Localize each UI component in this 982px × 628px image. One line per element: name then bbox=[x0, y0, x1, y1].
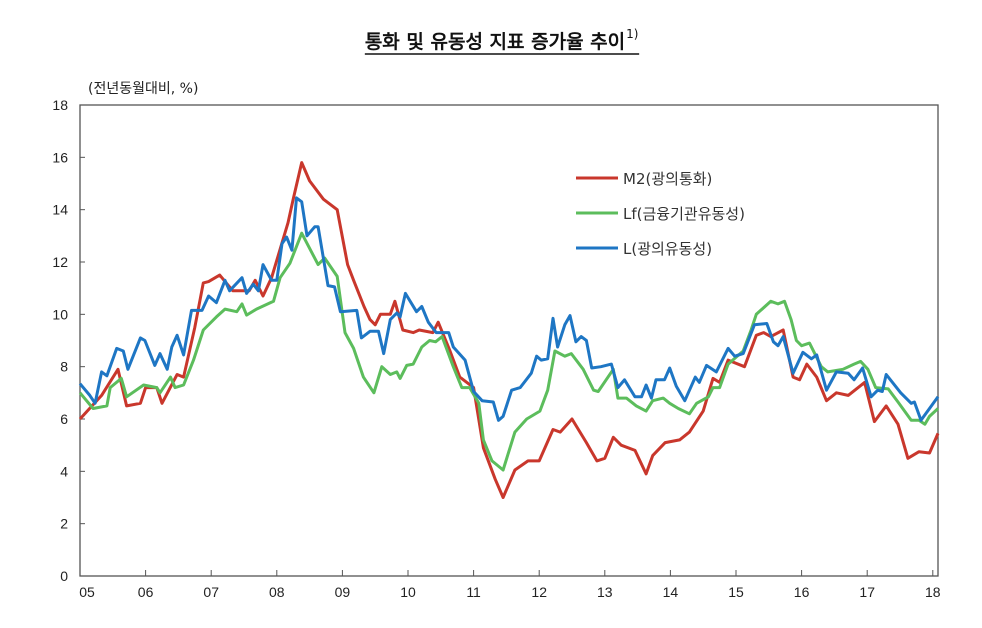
series-line-0 bbox=[78, 161, 940, 499]
x-tick-label: 13 bbox=[597, 584, 613, 600]
x-tick-label: 18 bbox=[925, 584, 941, 600]
x-tick-label: 12 bbox=[531, 584, 547, 600]
series-line-2 bbox=[78, 196, 940, 422]
y-tick-label: 18 bbox=[52, 97, 68, 113]
y-axis-unit-label: (전년동월대비, %) bbox=[88, 81, 198, 97]
y-tick-label: 0 bbox=[60, 568, 68, 584]
legend-item: M2(광의통화) bbox=[576, 170, 712, 188]
legend-label: M2(광의통화) bbox=[623, 170, 712, 188]
x-tick-label: 05 bbox=[79, 584, 95, 600]
y-tick-label: 10 bbox=[52, 306, 68, 322]
x-tick-label: 09 bbox=[335, 584, 351, 600]
x-tick-label: 17 bbox=[859, 584, 875, 600]
series-lines bbox=[78, 161, 940, 499]
x-tick-label: 07 bbox=[203, 584, 219, 600]
y-tick-label: 14 bbox=[52, 202, 68, 218]
chart-title: 통화 및 유동성 지표 증가율 추이 1) bbox=[364, 27, 640, 55]
y-tick-label: 16 bbox=[52, 149, 68, 165]
legend: M2(광의통화) Lf(금융기관유동성) L(광의유동성) bbox=[576, 170, 745, 258]
y-tick-label: 12 bbox=[52, 254, 68, 270]
plot-frame bbox=[79, 104, 939, 577]
x-axis: 05 06 07 08 09 10 11 12 13 14 15 16 17 18 bbox=[79, 570, 941, 600]
chart-title-text: 통화 및 유동성 지표 증가율 추이 bbox=[365, 31, 625, 53]
x-tick-label: 16 bbox=[794, 584, 810, 600]
legend-item: L(광의유동성) bbox=[576, 240, 712, 258]
y-tick-label: 8 bbox=[60, 359, 68, 375]
y-axis: 0 2 4 6 8 10 12 14 16 18 bbox=[52, 97, 85, 584]
series-line-1 bbox=[78, 231, 940, 472]
y-tick-label: 6 bbox=[60, 411, 68, 427]
x-tick-label: 06 bbox=[138, 584, 154, 600]
y-tick-label: 4 bbox=[60, 463, 68, 479]
legend-item: Lf(금융기관유동성) bbox=[576, 205, 745, 223]
x-tick-label: 10 bbox=[400, 584, 416, 600]
x-tick-label: 15 bbox=[728, 584, 744, 600]
y-tick-label: 2 bbox=[60, 516, 68, 532]
x-tick-label: 11 bbox=[466, 584, 481, 600]
title-footnote: 1) bbox=[626, 27, 638, 41]
legend-label: L(광의유동성) bbox=[623, 240, 712, 258]
x-tick-label: 08 bbox=[269, 584, 285, 600]
x-tick-label: 14 bbox=[663, 584, 679, 600]
legend-label: Lf(금융기관유동성) bbox=[623, 205, 745, 223]
